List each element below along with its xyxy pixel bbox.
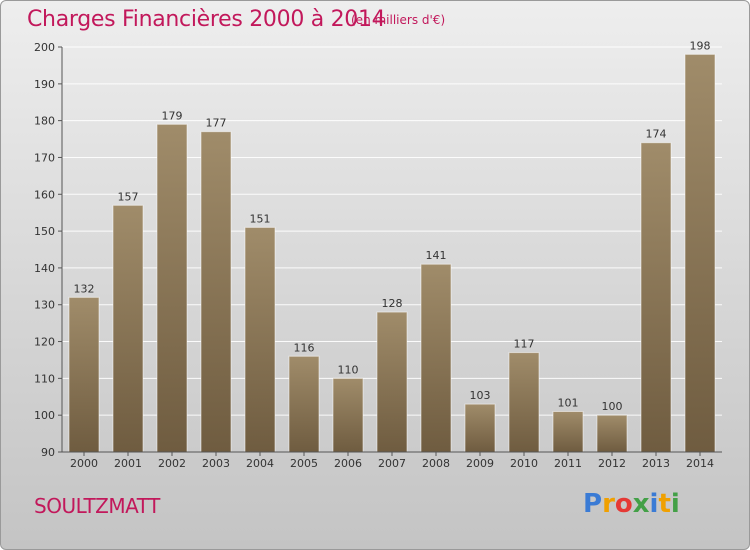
y-tick-label: 190 bbox=[34, 78, 55, 91]
bar-value-label: 132 bbox=[74, 282, 95, 295]
bar-value-label: 151 bbox=[250, 212, 271, 225]
x-tick-label: 2008 bbox=[422, 457, 450, 470]
bar-2012 bbox=[596, 414, 628, 453]
x-tick-label: 2001 bbox=[114, 457, 142, 470]
bar-2011 bbox=[552, 411, 584, 453]
logo-letter: x bbox=[632, 489, 650, 519]
x-tick-label: 2013 bbox=[642, 457, 670, 470]
y-tick-label: 110 bbox=[34, 372, 55, 385]
bar-2009 bbox=[464, 403, 496, 453]
logo-letter: o bbox=[614, 489, 633, 519]
bar-value-label: 128 bbox=[382, 297, 403, 310]
bar-2007 bbox=[376, 311, 408, 453]
bar-2005 bbox=[288, 355, 320, 453]
logo-letter: t bbox=[658, 489, 671, 519]
x-tick-label: 2002 bbox=[158, 457, 186, 470]
bar-2006 bbox=[332, 377, 364, 453]
x-tick-label: 2014 bbox=[686, 457, 714, 470]
bar-2013 bbox=[640, 142, 672, 453]
y-tick-label: 90 bbox=[41, 446, 55, 459]
y-tick-label: 200 bbox=[34, 41, 55, 54]
logo-letter: i bbox=[670, 489, 680, 519]
x-tick-label: 2003 bbox=[202, 457, 230, 470]
bar-2010 bbox=[508, 352, 540, 453]
bar-2003 bbox=[200, 131, 232, 453]
logo-letter: r bbox=[602, 489, 615, 519]
bar-2001 bbox=[112, 204, 144, 453]
y-tick-label: 170 bbox=[34, 151, 55, 164]
x-tick-label: 2006 bbox=[334, 457, 362, 470]
y-tick-label: 100 bbox=[34, 409, 55, 422]
x-tick-label: 2007 bbox=[378, 457, 406, 470]
y-tick-label: 150 bbox=[34, 225, 55, 238]
bar-value-label: 141 bbox=[426, 249, 447, 262]
x-tick-label: 2004 bbox=[246, 457, 274, 470]
x-tick-label: 2011 bbox=[554, 457, 582, 470]
y-tick-label: 130 bbox=[34, 299, 55, 312]
x-tick-label: 2010 bbox=[510, 457, 538, 470]
bar-value-label: 101 bbox=[558, 397, 579, 410]
bar-value-label: 179 bbox=[162, 109, 183, 122]
y-tick-label: 120 bbox=[34, 336, 55, 349]
logo-letter: P bbox=[583, 489, 603, 519]
bar-value-label: 117 bbox=[514, 338, 535, 351]
bar-2002 bbox=[156, 123, 188, 453]
x-tick-label: 2000 bbox=[70, 457, 98, 470]
location-name: SOULTZMATT bbox=[34, 494, 160, 518]
bar-2008 bbox=[420, 263, 452, 453]
bar-value-label: 157 bbox=[118, 190, 139, 203]
y-tick-label: 140 bbox=[34, 262, 55, 275]
bar-value-label: 177 bbox=[206, 117, 227, 130]
bar-value-label: 110 bbox=[338, 363, 359, 376]
chart-subtitle: (en milliers d'€) bbox=[351, 13, 446, 27]
bar-2004 bbox=[244, 226, 276, 453]
x-tick-label: 2009 bbox=[466, 457, 494, 470]
bar-2000 bbox=[68, 296, 100, 453]
bar-2014 bbox=[684, 53, 716, 453]
chart-title: Charges Financières 2000 à 2014 bbox=[27, 7, 386, 32]
y-tick-label: 180 bbox=[34, 115, 55, 128]
x-tick-label: 2012 bbox=[598, 457, 626, 470]
logo-letter: i bbox=[649, 489, 659, 519]
proxiti-logo: Proxiti bbox=[583, 489, 680, 519]
bar-value-label: 103 bbox=[470, 389, 491, 402]
x-tick-label: 2005 bbox=[290, 457, 318, 470]
bar-value-label: 198 bbox=[690, 39, 711, 52]
bar-value-label: 100 bbox=[602, 400, 623, 413]
y-tick-label: 160 bbox=[34, 188, 55, 201]
bar-value-label: 174 bbox=[646, 128, 667, 141]
bar-value-label: 116 bbox=[294, 341, 315, 354]
